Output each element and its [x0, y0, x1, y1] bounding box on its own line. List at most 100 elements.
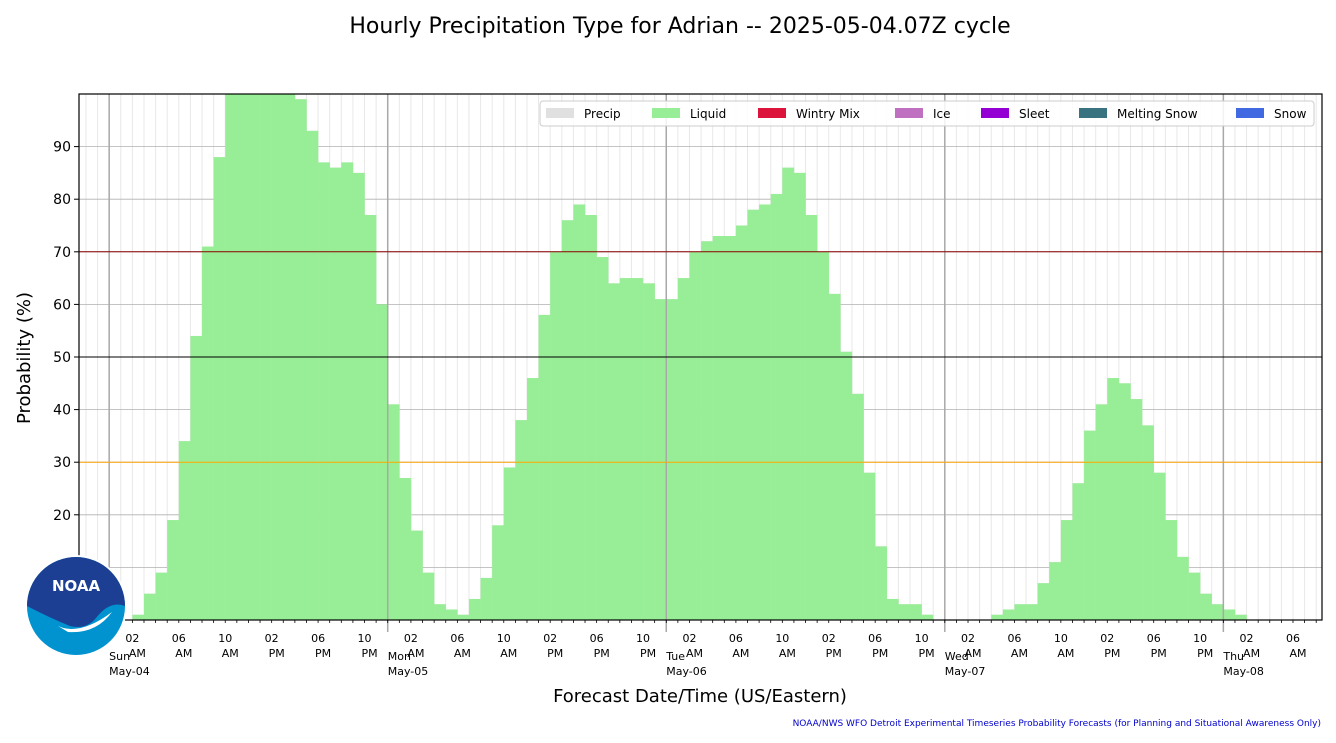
x-tick-time: 10: [1054, 632, 1068, 645]
legend-swatch: [758, 108, 786, 118]
x-tick-time: 10: [775, 632, 789, 645]
liquid-bar: [1095, 404, 1108, 620]
liquid-bar: [1072, 483, 1085, 620]
noaa-logo: NOAA: [25, 555, 127, 657]
x-tick-ampm: PM: [361, 647, 377, 660]
liquid-bar: [1084, 430, 1096, 620]
legend-label: Ice: [933, 107, 951, 121]
liquid-bar: [1014, 604, 1027, 620]
liquid-bar: [1223, 609, 1236, 620]
liquid-bar: [202, 246, 214, 620]
liquid-bar: [712, 236, 725, 620]
x-tick-time: 06: [868, 632, 882, 645]
y-tick-label: 70: [53, 245, 71, 261]
liquid-bar: [550, 251, 563, 620]
liquid-bar: [318, 162, 330, 620]
x-tick-time: 06: [729, 632, 743, 645]
liquid-bar: [213, 157, 226, 620]
x-tick-ampm: PM: [547, 647, 563, 660]
legend-label: Melting Snow: [1117, 107, 1198, 121]
x-tick-ampm: PM: [594, 647, 610, 660]
x-tick-time: 02: [265, 632, 279, 645]
legend-box: [539, 100, 1315, 127]
x-tick-ampm: AM: [222, 647, 239, 660]
x-tick-ampm: AM: [732, 647, 749, 660]
legend-label: Sleet: [1019, 107, 1050, 121]
x-tick-day: Mon: [388, 650, 411, 663]
liquid-bar: [875, 546, 888, 620]
liquid-bar: [155, 572, 168, 620]
liquid-bar: [492, 525, 505, 620]
x-tick-ampm: PM: [919, 647, 935, 660]
liquid-bar: [1200, 593, 1212, 620]
liquid-bar: [759, 204, 771, 620]
liquid-bar: [619, 278, 632, 620]
x-tick-ampm: PM: [269, 647, 285, 660]
liquid-bar: [167, 520, 180, 620]
liquid-bar: [596, 257, 609, 620]
x-tick-time: 02: [1240, 632, 1254, 645]
x-tick-ampm: AM: [1057, 647, 1074, 660]
liquid-bar: [840, 351, 853, 620]
x-tick-date: May-04: [109, 665, 150, 678]
x-tick-time: 10: [915, 632, 929, 645]
x-tick-time: 06: [311, 632, 325, 645]
x-tick-date: May-05: [388, 665, 429, 678]
liquid-bar: [515, 420, 528, 620]
liquid-bar: [1118, 383, 1131, 620]
legend-swatch: [546, 108, 574, 118]
x-tick-ampm: AM: [1243, 647, 1260, 660]
liquid-bar: [434, 604, 446, 620]
legend-swatch: [895, 108, 923, 118]
liquid-bar: [851, 393, 864, 620]
x-tick-time: 10: [497, 632, 511, 645]
x-tick-ampm: PM: [1197, 647, 1213, 660]
liquid-bar: [1049, 562, 1062, 620]
liquid-bar: [921, 614, 934, 620]
liquid-bar: [190, 335, 203, 620]
x-tick-time: 10: [358, 632, 372, 645]
x-tick-time: 06: [590, 632, 604, 645]
legend-swatch: [652, 108, 680, 118]
y-tick-label: 90: [53, 140, 71, 156]
liquid-bar: [793, 172, 806, 620]
liquid-bar: [445, 609, 458, 620]
x-tick-time: 02: [682, 632, 696, 645]
liquid-bar: [178, 441, 191, 620]
liquid-bar: [689, 251, 702, 620]
x-tick-ampm: PM: [1151, 647, 1167, 660]
liquid-bar: [561, 220, 574, 620]
liquid-bar: [1002, 609, 1015, 620]
x-tick-time: 10: [218, 632, 232, 645]
liquid-bar: [654, 299, 667, 620]
x-tick-time: 06: [1007, 632, 1021, 645]
x-tick-time: 06: [1147, 632, 1161, 645]
liquid-bar: [1060, 520, 1073, 620]
liquid-bar: [422, 572, 435, 620]
x-tick-time: 10: [636, 632, 650, 645]
x-tick-time: 06: [450, 632, 464, 645]
liquid-bar: [585, 214, 597, 620]
x-tick-ampm: AM: [779, 647, 796, 660]
liquid-bar: [503, 467, 516, 620]
liquid-bar: [1234, 614, 1247, 620]
legend: Precip Liquid Wintry Mix Ice Sleet Melting Sn…: [539, 100, 1315, 127]
liquid-bar: [329, 167, 342, 620]
liquid-bar: [724, 236, 737, 620]
liquid-bar: [352, 172, 365, 620]
x-tick-day: Sun: [109, 650, 130, 663]
x-tick-ampm: AM: [175, 647, 192, 660]
liquid-bar: [1188, 572, 1201, 620]
chart-title: Hourly Precipitation Type for Adrian -- …: [349, 14, 1010, 39]
liquid-bar: [1153, 472, 1166, 620]
x-tick-ampm: PM: [872, 647, 888, 660]
liquid-bar: [991, 614, 1004, 620]
liquid-bar: [677, 278, 690, 620]
liquid-bar: [1165, 520, 1178, 620]
liquid-bar: [1211, 604, 1224, 620]
legend-swatch: [981, 108, 1009, 118]
x-tick-ampm: AM: [129, 647, 146, 660]
liquid-bar: [526, 378, 539, 620]
liquid-bar: [631, 278, 644, 620]
